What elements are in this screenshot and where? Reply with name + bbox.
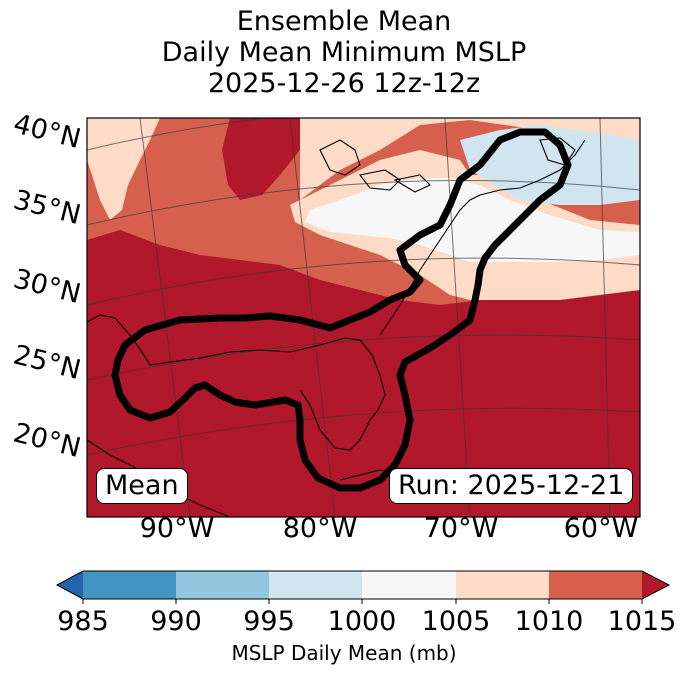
chart-title: Ensemble Mean Daily Mean Minimum MSLP 20… <box>0 6 688 99</box>
colorbar-tick-1015: 1015 <box>607 606 677 637</box>
great-lakes-3 <box>393 174 431 193</box>
colorbar-under-arrow <box>57 571 83 599</box>
run-label-box: Run: 2025-12-21 <box>389 468 634 504</box>
colorbar-bin-1000 <box>362 571 456 599</box>
new-england <box>479 139 586 196</box>
parallel-25 <box>87 334 640 381</box>
mean-label-box: Mean <box>96 468 188 504</box>
map-frame <box>86 117 641 518</box>
map-field <box>87 118 640 517</box>
colorbar-label: MSLP Daily Mean (mb) <box>231 641 457 665</box>
title-line-3: 2025-12-26 12z-12z <box>207 68 481 99</box>
field-1000 <box>305 178 640 262</box>
title-line-2: Daily Mean Minimum MSLP <box>161 37 527 68</box>
great-lakes-2 <box>359 169 401 191</box>
lon-label-90: 90°W <box>139 513 215 544</box>
parallel-40 <box>87 118 640 151</box>
colorbar-tick-995: 995 <box>243 606 295 637</box>
meridian-70 <box>444 118 471 517</box>
ensemble-outline <box>111 128 572 492</box>
field-1015-north <box>222 118 300 200</box>
colorbar-bin-985 <box>83 571 176 599</box>
colorbar-tick-990: 990 <box>150 606 202 637</box>
parallel-20 <box>87 407 640 456</box>
colorbar-tick-1005: 1005 <box>421 606 491 637</box>
field-1005-nw <box>87 118 160 220</box>
east-coast <box>379 194 481 336</box>
lon-label-70: 70°W <box>423 513 499 544</box>
colorbar-over-arrow <box>642 571 669 599</box>
field-1005-ne <box>300 118 640 200</box>
field-1015-south <box>87 230 640 517</box>
colorbar-bin-1010 <box>549 571 642 599</box>
colorbar-ticks <box>82 599 643 604</box>
parallel-30 <box>87 257 640 306</box>
colorbar-tick-1010: 1010 <box>514 606 584 637</box>
colorbar-tick-1000: 1000 <box>327 606 397 637</box>
lon-label-60: 60°W <box>563 513 639 544</box>
florida <box>299 389 371 451</box>
field-995 <box>460 125 640 205</box>
meridian-60 <box>599 118 611 517</box>
lon-label-80: 80°W <box>282 513 358 544</box>
colorbar-tick-985: 985 <box>57 606 109 637</box>
colorbar-bin-995 <box>269 571 362 599</box>
meridian-90 <box>139 118 191 517</box>
colorbar-bin-990 <box>176 571 269 599</box>
gulf-coast <box>87 314 386 421</box>
title-line-1: Ensemble Mean <box>236 6 452 37</box>
great-lakes-1 <box>319 139 361 176</box>
meridian-80 <box>289 118 336 517</box>
colorbar-bin-1005 <box>456 571 549 599</box>
